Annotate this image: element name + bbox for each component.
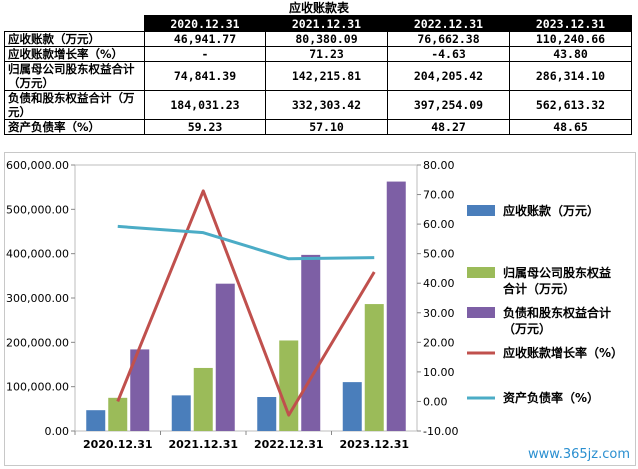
- x-axis-tick-label: 2022.12.31: [254, 438, 324, 451]
- combo-chart: 0.00 100,000.00 200,000.00 300,000.00 400,00…: [4, 152, 636, 466]
- left-axis-tick-label: 200,000.00: [6, 336, 69, 349]
- right-axis-tick-label: 20.00: [423, 336, 455, 349]
- table-title: 应收账款表: [288, 1, 349, 15]
- chart-svg: 0.00 100,000.00 200,000.00 300,000.00 400,00…: [6, 159, 623, 451]
- table-cell: -: [144, 46, 266, 62]
- bar: [171, 395, 191, 431]
- left-axis-tick-label: 500,000.00: [6, 203, 69, 216]
- column-header: 2023.12.31: [509, 15, 632, 32]
- row-label: 归属母公司股东权益合计（万元）: [4, 61, 145, 91]
- table-cell: 80,380.09: [265, 31, 388, 47]
- table-cell: 74,841.39: [144, 61, 266, 91]
- table-cell: 397,254.09: [387, 90, 510, 120]
- table-cell: 48.27: [387, 119, 510, 135]
- legend-label: 资产负债率（%）: [503, 390, 599, 405]
- column-header: 2021.12.31: [265, 15, 388, 32]
- right-axis-tick-label: 30.00: [423, 307, 455, 320]
- row-label: 资产负债率（%）: [4, 119, 145, 135]
- table-cell: 286,314.10: [509, 61, 632, 91]
- right-axis-tick-label: 50.00: [423, 248, 455, 261]
- bar: [130, 349, 150, 431]
- legend-label: 应收账款增长率（%）: [503, 345, 623, 360]
- table-row: 资产负债率（%） 59.23 57.10 48.27 48.65: [4, 119, 632, 135]
- legend-label: 应收账款（万元）: [503, 203, 599, 218]
- bar: [364, 304, 384, 431]
- bar: [301, 254, 321, 431]
- left-axis-tick-label: 300,000.00: [6, 292, 69, 305]
- table-cell: 46,941.77: [144, 31, 266, 47]
- table-row: 应收账款增长率（%） - 71.23 -4.63 43.80: [4, 46, 632, 62]
- table-cell: 562,613.32: [509, 90, 632, 120]
- x-axis-tick-label: 2021.12.31: [168, 438, 238, 451]
- row-label: 应收账款（万元）: [4, 31, 145, 47]
- table-cell: 48.65: [509, 119, 632, 135]
- financial-table: 2020.12.31 2021.12.31 2022.12.31 2023.12…: [4, 15, 632, 135]
- x-axis-tick-label: 2023.12.31: [339, 438, 409, 451]
- series-line: [117, 224, 375, 261]
- table-cell: 184,031.23: [144, 90, 266, 120]
- right-axis-tick-label: 70.00: [423, 189, 455, 202]
- bar: [342, 382, 362, 431]
- right-axis-tick-label: 0.00: [423, 395, 448, 408]
- table-cell: 332,303.42: [265, 90, 388, 120]
- table-cell: 59.23: [144, 119, 266, 135]
- bar: [215, 283, 235, 431]
- table-row: 应收账款（万元） 46,941.77 80,380.09 76,662.38 1…: [4, 31, 632, 47]
- right-axis-tick-label: -10.00: [423, 425, 458, 438]
- row-label: 负债和股东权益合计（万元）: [4, 90, 145, 120]
- left-axis-tick-label: 400,000.00: [6, 248, 69, 261]
- table-row: 归属母公司股东权益合计（万元） 74,841.39 142,215.81 204…: [4, 61, 632, 91]
- table-cell: 142,215.81: [265, 61, 388, 91]
- table-corner-cell: [4, 15, 145, 32]
- legend-swatch: [467, 307, 495, 318]
- bar: [108, 397, 128, 431]
- table-cell: 76,662.38: [387, 31, 510, 47]
- legend-label: （万元）: [503, 321, 551, 336]
- legend-swatch: [467, 205, 495, 216]
- legend-label: 合计（万元）: [503, 281, 575, 296]
- table-cell: 43.80: [509, 46, 632, 62]
- column-header: 2022.12.31: [387, 15, 510, 32]
- bar: [386, 181, 406, 431]
- right-axis-tick-label: 10.00: [423, 366, 455, 379]
- legend-label: 负债和股东权益合计: [503, 305, 611, 320]
- column-header: 2020.12.31: [144, 15, 266, 32]
- bar: [86, 410, 106, 431]
- left-axis-tick-label: 100,000.00: [6, 381, 69, 394]
- x-axis-tick-label: 2020.12.31: [83, 438, 153, 451]
- bar: [193, 367, 213, 431]
- row-label: 应收账款增长率（%）: [4, 46, 145, 62]
- table-cell: 110,240.66: [509, 31, 632, 47]
- table-header-row: 2020.12.31 2021.12.31 2022.12.31 2023.12…: [4, 15, 632, 32]
- table-cell: 57.10: [265, 119, 388, 135]
- legend-swatch: [467, 267, 495, 278]
- right-axis-tick-label: 40.00: [423, 277, 455, 290]
- watermark: www.365jz.com: [528, 447, 630, 462]
- left-axis-tick-label: 600,000.00: [6, 159, 69, 172]
- bar: [257, 397, 277, 431]
- series-line: [116, 189, 376, 417]
- table-cell: 204,205.42: [387, 61, 510, 91]
- legend-label: 归属母公司股东权益: [503, 265, 611, 280]
- left-axis-tick-label: 0.00: [45, 425, 70, 438]
- table-row: 负债和股东权益合计（万元） 184,031.23 332,303.42 397,…: [4, 90, 632, 120]
- right-axis-tick-label: 80.00: [423, 159, 455, 172]
- table-cell: 71.23: [265, 46, 388, 62]
- bar: [279, 340, 299, 431]
- right-axis-tick-label: 60.00: [423, 218, 455, 231]
- table-cell: -4.63: [387, 46, 510, 62]
